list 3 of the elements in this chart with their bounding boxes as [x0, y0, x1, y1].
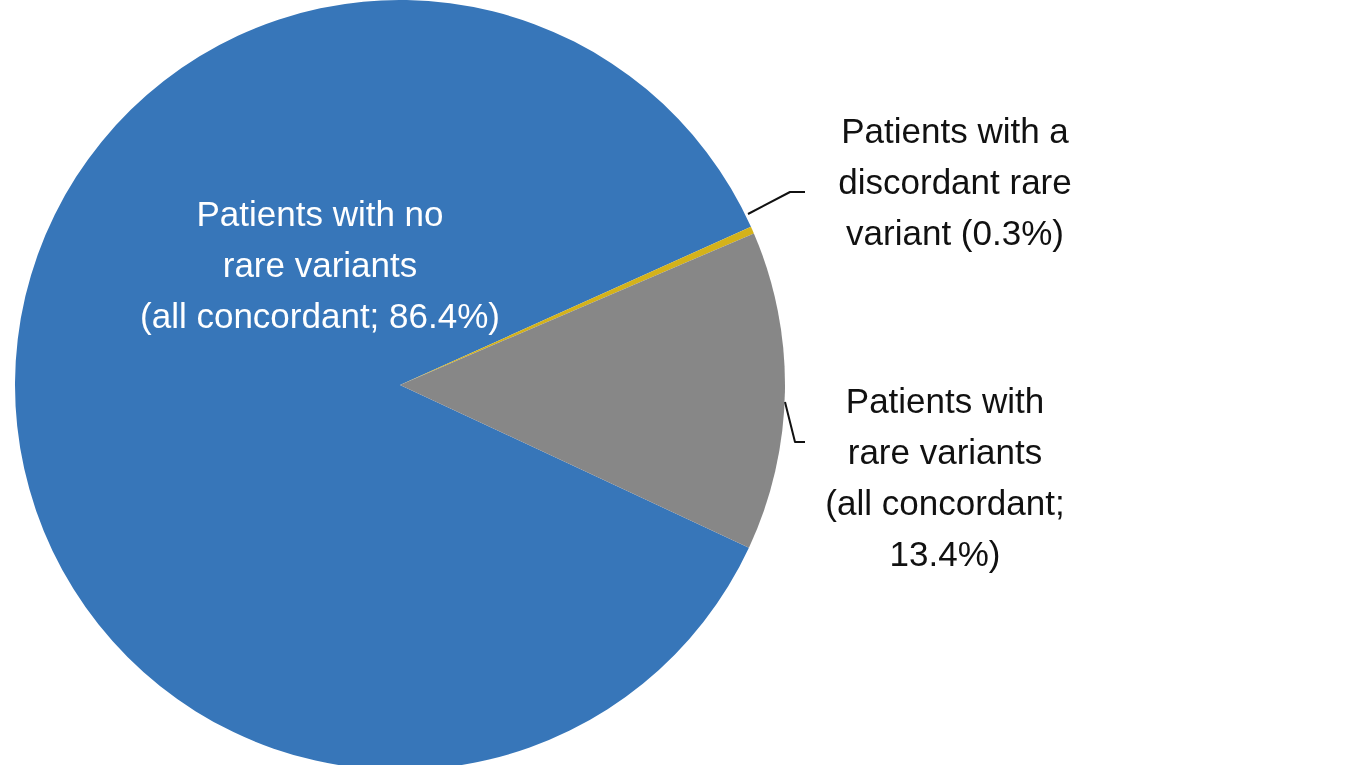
slice-label: Patients with rare variants (all concordant; 13.4%) — [825, 381, 1065, 573]
slice-label: Patients with no rare variants (all concordant; 86.4%) — [140, 194, 500, 335]
slice-label: Patients with a discordant rare variant (0.3%) — [838, 111, 1072, 252]
